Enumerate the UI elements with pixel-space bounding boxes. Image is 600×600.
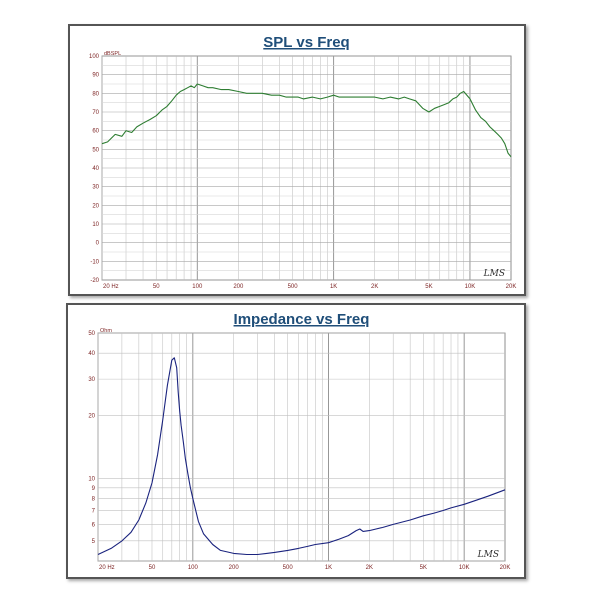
impedance-y-tick-label: 40: [88, 351, 95, 357]
spl-title: SPL vs Freq: [263, 34, 349, 51]
impedance-x-tick-label: 100: [188, 565, 199, 571]
spl-y-tick-label: 0: [96, 241, 100, 247]
impedance-x-tick-label: 10K: [459, 565, 470, 571]
impedance-y-tick-label: 7: [92, 508, 96, 514]
spl-y-tick-label: 20: [92, 203, 99, 209]
spl-y-tick-label: 60: [92, 129, 99, 135]
impedance-x-tick-label: 2K: [366, 565, 373, 571]
spl-y-tick-label: 80: [92, 91, 99, 97]
impedance-x-tick-label: 20 Hz: [99, 565, 115, 571]
spl-y-tick-label: -20: [90, 278, 99, 284]
impedance-y-tick-label: 50: [88, 331, 95, 337]
impedance-y-tick-label: 6: [92, 522, 96, 528]
spl-series-line-0: [101, 83, 512, 158]
spl-x-tick-label: 20K: [506, 284, 517, 290]
spl-x-tick-label: 5K: [425, 284, 432, 290]
spl-x-tick-label: 500: [288, 284, 299, 290]
spl-lms-logo: LMS: [483, 269, 505, 279]
impedance-series-line-0: [97, 357, 506, 556]
spl-y-tick-label: 100: [89, 54, 100, 60]
impedance-x-tick-label: 1K: [325, 565, 332, 571]
spl-chart-panel: SPL vs Freq 100 90 80 70 60 50 40 30 20 10 0 -10 -20 2…: [68, 24, 526, 296]
impedance-y-tick-label: 10: [88, 476, 95, 482]
spl-x-tick-label: 10K: [465, 284, 476, 290]
impedance-grid: [97, 332, 506, 562]
spl-y-tick-label: 40: [92, 166, 99, 172]
spl-y-tick-label: 50: [92, 147, 99, 153]
spl-x-tick-label: 50: [153, 284, 160, 290]
spl-x-tick-label: 2K: [371, 284, 378, 290]
spl-x-tick-label: 100: [192, 284, 203, 290]
spl-x-tick-label: 20 Hz: [103, 284, 119, 290]
spl-y-tick-label: 70: [92, 110, 99, 116]
impedance-y-tick-label: 5: [92, 539, 96, 545]
impedance-lms-logo: LMS: [477, 550, 499, 560]
impedance-x-tick-label: 200: [229, 565, 240, 571]
impedance-y-unit-label: Ohm: [100, 328, 112, 334]
impedance-chart-panel: Impedance vs Freq 50 40 30 20 10 9 8 7 6 5 20 Hz 50 1…: [66, 303, 526, 579]
impedance-chart: Impedance vs Freq 50 40 30 20 10 9 8 7 6 5 20 Hz 50 1…: [88, 311, 511, 571]
impedance-x-tick-label: 5K: [420, 565, 427, 571]
impedance-y-tick-label: 30: [88, 377, 95, 383]
impedance-title: Impedance vs Freq: [234, 311, 370, 328]
impedance-y-tick-label: 20: [88, 414, 95, 420]
spl-y-tick-label: -10: [90, 259, 99, 265]
spl-chart: SPL vs Freq1009080706050403020100-10-202…: [89, 34, 517, 290]
spl-x-tick-label: 1K: [330, 284, 337, 290]
spl-y-tick-label: 10: [92, 222, 99, 228]
spl-y-tick-label: 90: [92, 73, 99, 79]
spl-grid: [101, 55, 512, 281]
impedance-x-tick-label: 20K: [500, 565, 511, 571]
impedance-y-tick-label: 8: [92, 496, 96, 502]
impedance-x-tick-label: 500: [283, 565, 294, 571]
impedance-y-tick-label: 9: [92, 486, 96, 492]
spl-y-unit-label: dBSPL: [104, 51, 121, 57]
spl-x-tick-label: 200: [233, 284, 244, 290]
impedance-plot-area: [97, 332, 506, 562]
spl-y-tick-label: 30: [92, 185, 99, 191]
impedance-x-tick-label: 50: [149, 565, 156, 571]
